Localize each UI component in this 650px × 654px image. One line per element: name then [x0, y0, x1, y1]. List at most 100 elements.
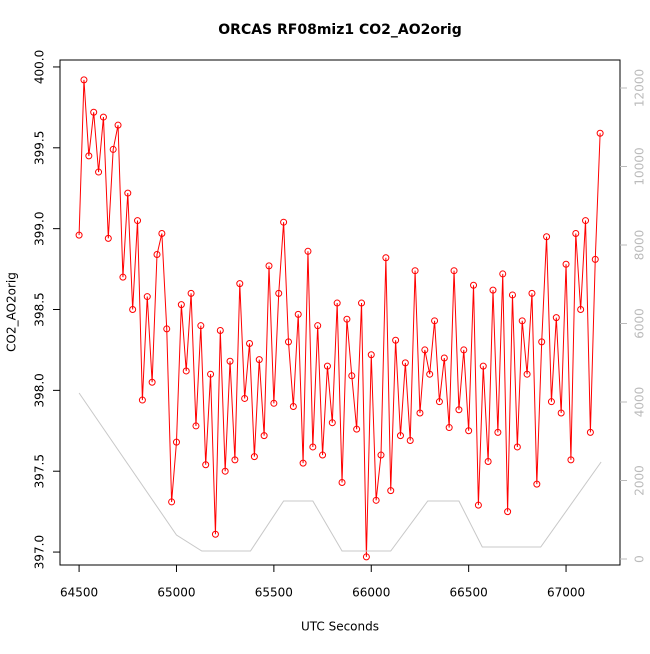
- point: [246, 339, 254, 347]
- point: [401, 359, 409, 367]
- point: [392, 336, 400, 344]
- point: [294, 310, 302, 318]
- point: [387, 487, 395, 495]
- point: [421, 346, 429, 354]
- point: [143, 293, 151, 301]
- y-axis-label: CO2_AO2orig: [5, 272, 19, 352]
- point: [484, 458, 492, 466]
- point: [382, 254, 390, 262]
- point: [474, 501, 482, 509]
- point: [348, 372, 356, 380]
- point: [547, 398, 555, 406]
- point: [304, 247, 312, 255]
- y-tick-label: 398.5: [33, 292, 47, 326]
- y2-tick-label: 2000: [633, 465, 647, 496]
- point: [211, 530, 219, 538]
- point: [177, 301, 185, 309]
- point: [153, 251, 161, 259]
- point: [440, 354, 448, 362]
- x-tick-label: 66500: [450, 586, 488, 600]
- point: [328, 419, 336, 427]
- point: [99, 113, 107, 121]
- point: [323, 362, 331, 370]
- point: [416, 409, 424, 417]
- point: [231, 456, 239, 464]
- x-tick-label: 65000: [157, 586, 195, 600]
- point: [163, 325, 171, 333]
- y-tick-label: 399.0: [33, 211, 47, 245]
- point: [309, 443, 317, 451]
- x-tick-label: 67000: [547, 586, 585, 600]
- point: [75, 231, 83, 239]
- x-tick-label: 64500: [60, 586, 98, 600]
- point: [280, 218, 288, 226]
- point: [513, 443, 521, 451]
- y2-tick-label: 0: [633, 555, 647, 563]
- point: [314, 322, 322, 330]
- point: [435, 398, 443, 406]
- point: [489, 286, 497, 294]
- point: [90, 108, 98, 116]
- y2-tick-label: 4000: [633, 387, 647, 418]
- point: [431, 317, 439, 325]
- plot-frame: [59, 59, 621, 566]
- point: [377, 451, 385, 459]
- point: [586, 428, 594, 436]
- y-tick-label: 398.0: [33, 373, 47, 407]
- point: [172, 438, 180, 446]
- point: [552, 314, 560, 322]
- point: [299, 459, 307, 467]
- point: [499, 270, 507, 278]
- point: [104, 234, 112, 242]
- x-tick-label: 66000: [352, 586, 390, 600]
- x-axis-label: UTC Seconds: [301, 620, 379, 634]
- point: [333, 299, 341, 307]
- point: [518, 317, 526, 325]
- point: [396, 432, 404, 440]
- point: [460, 346, 468, 354]
- y2-tick-label: 6000: [633, 308, 647, 339]
- point: [119, 273, 127, 281]
- point: [338, 479, 346, 487]
- point: [567, 456, 575, 464]
- point: [134, 217, 142, 225]
- y-tick-label: 400.0: [33, 50, 47, 84]
- point: [596, 129, 604, 137]
- y-tick-label: 397.0: [33, 535, 47, 569]
- point: [455, 406, 463, 414]
- series-line: [78, 79, 601, 557]
- point: [187, 289, 195, 297]
- point: [406, 436, 414, 444]
- point: [358, 299, 366, 307]
- point: [216, 327, 224, 335]
- point: [362, 553, 370, 561]
- point: [508, 291, 516, 299]
- point: [124, 189, 132, 197]
- point: [465, 427, 473, 435]
- point: [591, 255, 599, 263]
- point: [236, 280, 244, 288]
- point: [367, 351, 375, 359]
- point: [221, 467, 229, 475]
- point: [250, 453, 258, 461]
- point: [411, 267, 419, 275]
- point: [523, 370, 531, 378]
- point: [289, 403, 297, 411]
- point: [557, 409, 565, 417]
- point: [528, 289, 536, 297]
- series-line: [78, 392, 602, 552]
- point: [470, 281, 478, 289]
- point: [533, 480, 541, 488]
- point: [192, 422, 200, 430]
- point: [202, 461, 210, 469]
- chart-title: ORCAS RF08miz1 CO2_AO2orig: [218, 22, 461, 38]
- point: [255, 356, 263, 364]
- point: [543, 233, 551, 241]
- point: [260, 432, 268, 440]
- point: [241, 394, 249, 402]
- point: [95, 168, 103, 176]
- point: [479, 362, 487, 370]
- point: [353, 425, 361, 433]
